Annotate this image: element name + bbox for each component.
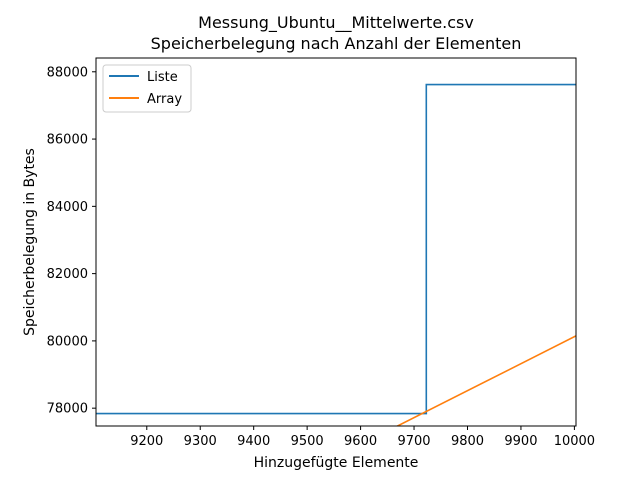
y-tick-label: 80000 xyxy=(47,334,88,349)
y-axis-ticks: 78000 80000 82000 84000 86000 88000 xyxy=(47,65,96,417)
plot-area-frame xyxy=(95,57,577,427)
x-axis-ticks: 9200 9300 9400 9500 9600 9700 9800 9900 10000 xyxy=(130,426,595,449)
x-tick-label: 9600 xyxy=(344,434,377,449)
x-axis-label: Hinzugefügte Elemente xyxy=(254,455,419,471)
x-tick-label: 9500 xyxy=(291,434,324,449)
series-line-array xyxy=(395,335,576,426)
legend-label-liste: Liste xyxy=(147,70,178,85)
y-tick-label: 86000 xyxy=(47,133,88,148)
legend: Liste Array xyxy=(102,64,192,113)
x-tick-label: 9800 xyxy=(451,434,484,449)
legend-label-array: Array xyxy=(147,92,182,107)
x-tick-label: 10000 xyxy=(554,434,595,449)
y-tick-label: 88000 xyxy=(47,65,88,80)
chart-title: Messung_Ubuntu__Mittelwerte.csv xyxy=(198,13,474,33)
x-tick-label: 9700 xyxy=(397,434,430,449)
y-tick-label: 78000 xyxy=(47,402,88,417)
series-line-liste xyxy=(96,83,576,415)
x-tick-label: 9900 xyxy=(504,434,537,449)
series-layer xyxy=(96,83,576,426)
x-tick-label: 9400 xyxy=(237,434,270,449)
chart-subtitle: Speicherbelegung nach Anzahl der Element… xyxy=(151,34,522,53)
y-axis-label: Speicherbelegung in Bytes xyxy=(22,148,38,336)
x-tick-label: 9300 xyxy=(184,434,217,449)
y-tick-label: 82000 xyxy=(47,267,88,282)
y-tick-label: 84000 xyxy=(47,200,88,215)
x-tick-label: 9200 xyxy=(130,434,163,449)
